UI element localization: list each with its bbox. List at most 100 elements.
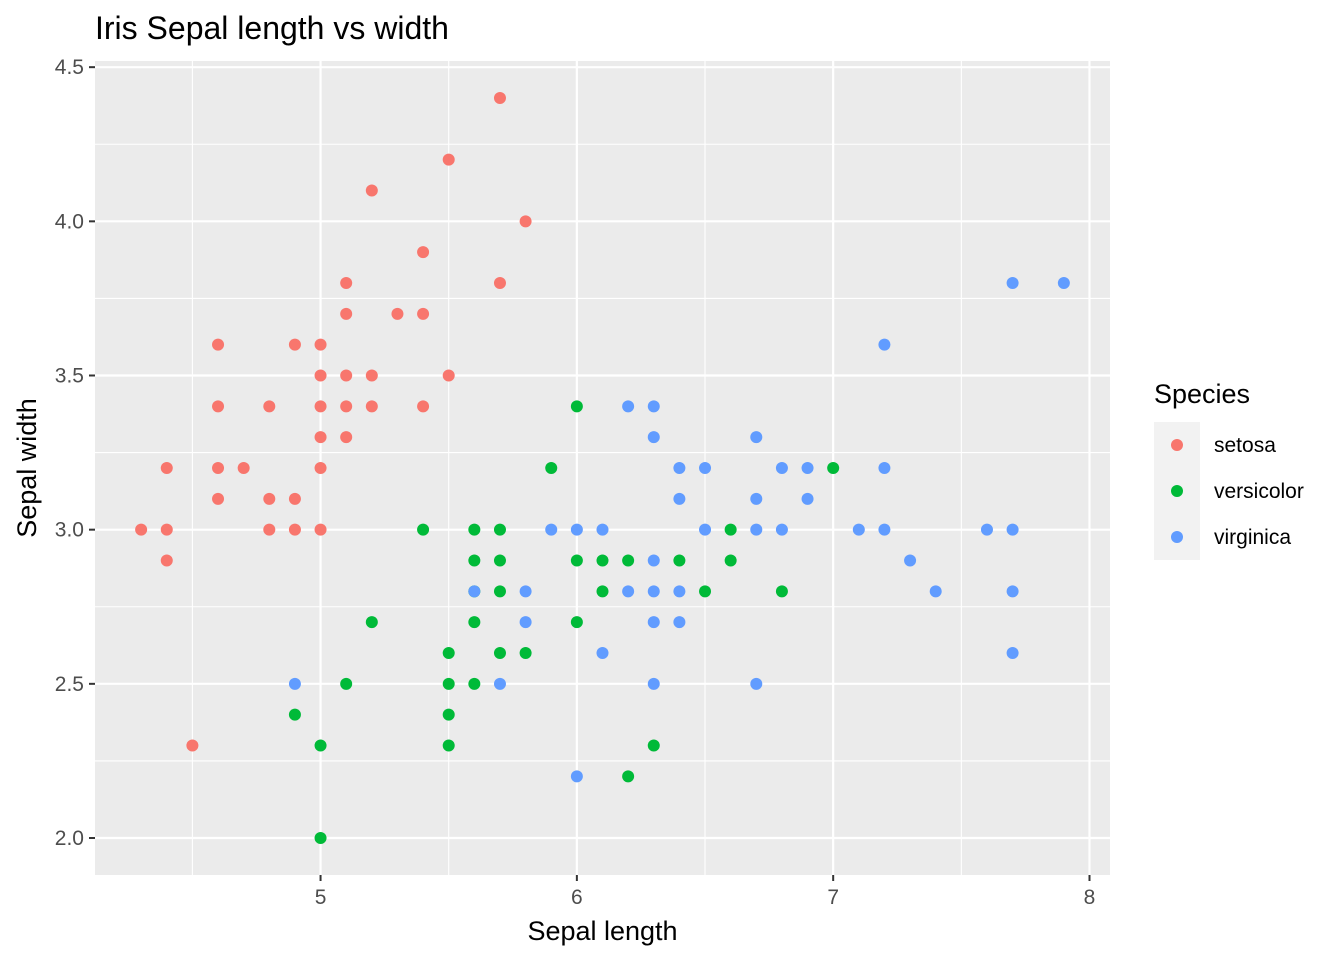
point-virginica (288, 677, 301, 690)
point-setosa (391, 307, 404, 320)
point-setosa (442, 369, 455, 382)
point-virginica (1006, 647, 1019, 659)
point-setosa (314, 431, 327, 444)
point-versicolor (545, 462, 558, 474)
x-tick-label: 5 (315, 886, 327, 909)
point-versicolor (596, 554, 609, 567)
point-versicolor (596, 585, 609, 598)
point-setosa (365, 400, 378, 413)
point-setosa (314, 369, 327, 382)
x-tick-label: 7 (827, 886, 839, 909)
point-versicolor (699, 585, 712, 598)
point-setosa (212, 338, 225, 351)
point-virginica (647, 616, 660, 629)
y-tick-label: 2.5 (55, 673, 84, 696)
y-axis-title: Sepal width (12, 398, 42, 538)
point-virginica (519, 585, 532, 598)
point-virginica (673, 585, 686, 598)
plot-panel (95, 61, 1110, 875)
legend: Species setosa versicolor virginica (1154, 379, 1304, 560)
y-tick-label: 3.5 (55, 365, 84, 388)
point-setosa (314, 523, 327, 536)
point-setosa (493, 277, 506, 289)
point-virginica (878, 338, 891, 351)
point-setosa (263, 492, 276, 505)
point-virginica (647, 554, 660, 567)
point-virginica (980, 523, 993, 536)
point-virginica (699, 462, 712, 474)
point-virginica (1006, 523, 1019, 536)
point-setosa (288, 338, 301, 351)
point-versicolor (442, 647, 455, 659)
point-setosa (493, 92, 506, 104)
point-setosa (263, 523, 276, 536)
data-points (135, 92, 1070, 844)
point-setosa (417, 400, 430, 413)
point-versicolor (647, 739, 660, 752)
x-axis: 5 6 7 8 (315, 875, 1096, 909)
point-virginica (801, 462, 814, 474)
point-setosa (442, 153, 455, 166)
point-setosa (212, 462, 225, 474)
point-setosa (365, 184, 378, 197)
point-versicolor (622, 554, 635, 567)
point-virginica (750, 492, 763, 505)
point-virginica (1006, 277, 1019, 289)
point-setosa (160, 523, 173, 536)
y-tick-label: 3.0 (55, 519, 84, 542)
point-setosa (314, 338, 327, 351)
point-setosa (340, 431, 353, 444)
point-virginica (673, 462, 686, 474)
point-virginica (878, 523, 891, 536)
point-versicolor (314, 739, 327, 752)
point-virginica (775, 462, 788, 474)
point-versicolor (570, 400, 583, 413)
point-versicolor (493, 523, 506, 536)
point-versicolor (442, 739, 455, 752)
point-versicolor (417, 523, 430, 536)
point-versicolor (468, 554, 481, 567)
point-virginica (545, 523, 558, 536)
point-setosa (365, 369, 378, 382)
point-virginica (493, 677, 506, 690)
point-setosa (288, 523, 301, 536)
point-virginica (929, 585, 942, 598)
point-versicolor (340, 677, 353, 690)
point-setosa (340, 369, 353, 382)
point-virginica (852, 523, 865, 536)
point-virginica (647, 677, 660, 690)
point-setosa (160, 462, 173, 474)
point-versicolor (442, 677, 455, 690)
point-setosa (237, 462, 250, 474)
point-virginica (878, 462, 891, 474)
point-versicolor (468, 616, 481, 629)
point-virginica (622, 585, 635, 598)
y-tick-label: 2.0 (55, 827, 84, 850)
point-virginica (750, 677, 763, 690)
point-versicolor (493, 554, 506, 567)
point-setosa (263, 400, 276, 413)
point-versicolor (570, 554, 583, 567)
point-setosa (314, 400, 327, 413)
legend-title: Species (1154, 379, 1250, 409)
point-versicolor (493, 585, 506, 598)
point-versicolor (570, 616, 583, 629)
point-virginica (775, 523, 788, 536)
point-virginica (647, 585, 660, 598)
point-setosa (340, 400, 353, 413)
point-versicolor (288, 708, 301, 721)
point-virginica (673, 616, 686, 629)
point-setosa (186, 739, 199, 752)
point-setosa (519, 215, 532, 228)
x-tick-label: 8 (1084, 886, 1096, 909)
point-versicolor (314, 832, 327, 844)
legend-marker-virginica (1171, 531, 1183, 543)
legend-label-versicolor: versicolor (1214, 480, 1304, 503)
point-versicolor (365, 616, 378, 629)
point-versicolor (775, 585, 788, 598)
point-versicolor (468, 677, 481, 690)
point-virginica (622, 400, 635, 413)
point-versicolor (519, 647, 532, 659)
point-setosa (340, 307, 353, 320)
